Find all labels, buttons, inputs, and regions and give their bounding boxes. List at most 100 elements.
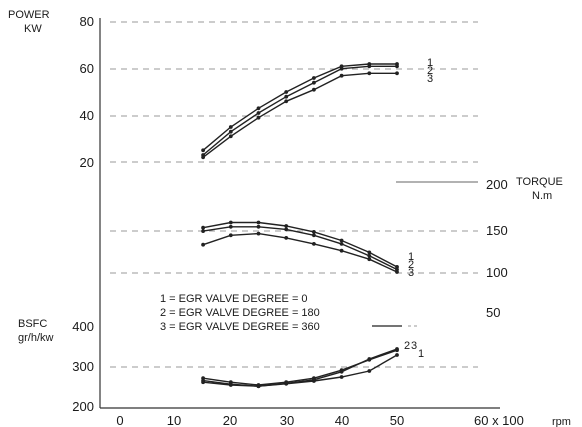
bsfc-series-3-point-6 [367, 357, 372, 362]
legend-entry-2: 2 = EGR VALVE DEGREE = 180 [160, 307, 320, 319]
bsfc-series-1-point-6 [367, 369, 372, 373]
bsfc-tick-200: 200 [72, 399, 94, 414]
bsfc-series-3-point-7 [395, 348, 399, 353]
torque-curve-label-0: 1 [408, 251, 414, 263]
grid-lines [110, 21, 478, 368]
x-tick-0: 0 [116, 413, 123, 427]
torque-series-2-point-5 [339, 242, 344, 246]
power-series-3-point-7 [395, 71, 399, 76]
bsfc-series-3-point-5 [339, 368, 344, 373]
x-tick-30: 30 [280, 413, 294, 427]
bsfc-series-3-point-3 [284, 380, 289, 385]
torque-series-3-point-0 [201, 242, 206, 247]
power-series-3-point-5 [339, 73, 344, 78]
bsfc-series-1-point-5 [339, 375, 344, 379]
power-tick-20: 20 [80, 155, 94, 170]
torque-series-2-point-2 [256, 224, 261, 229]
x-tick-10: 10 [167, 413, 181, 427]
power-series-3-point-3 [284, 99, 289, 104]
power-series-3-line [202, 72, 397, 158]
power-series-1-point-4 [312, 76, 316, 80]
torque-series-2-point-1 [228, 224, 233, 229]
bsfc-series-3-point-4 [312, 376, 316, 381]
torque-series-1-point-7 [395, 265, 399, 269]
torque-series-1-point-6 [367, 250, 372, 255]
torque-tick-50: 50 [486, 305, 500, 320]
bsfc-series-3-line [202, 349, 398, 386]
bsfc-axis-title-line1: BSFC [18, 318, 47, 330]
torque-tick-200: 200 [486, 177, 508, 192]
bsfc-tick-400: 400 [72, 319, 94, 334]
power-curve-label-2: 3 [427, 73, 433, 85]
power-tick-80: 80 [80, 14, 94, 29]
legend-entry-3: 3 = EGR VALVE DEGREE = 360 [160, 321, 320, 333]
torque-series-1-point-1 [228, 220, 233, 225]
bsfc-series-3-point-2 [256, 383, 261, 387]
bsfc-series-3-point-0 [201, 376, 206, 381]
power-axis-title-line1: POWER [8, 9, 50, 21]
torque-series-3-point-6 [367, 257, 372, 262]
power-curve-label-0: 1 [427, 57, 433, 69]
torque-series-1-line [202, 221, 398, 268]
torque-series-2-point-0 [201, 229, 206, 234]
power-series-2-line [202, 65, 397, 156]
power-axis-title-line2: KW [24, 23, 42, 35]
torque-series-3-point-4 [312, 242, 316, 246]
power-series-3-point-2 [256, 115, 261, 120]
torque-series-1-point-5 [339, 238, 344, 243]
power-tick-40: 40 [80, 108, 94, 123]
torque-tick-100: 100 [486, 265, 508, 280]
torque-series-3-line [202, 232, 398, 273]
power-series-2-point-3 [284, 94, 289, 99]
power-series-3-point-1 [228, 134, 233, 139]
power-series-1-point-2 [256, 106, 261, 111]
torque-axis-title-line2: N.m [532, 190, 552, 202]
torque-series-3-point-5 [339, 248, 344, 253]
x-tick-40: 40 [335, 413, 349, 427]
x-axis-unit: rpm [552, 416, 571, 427]
torque-axis-title-line1: TORQUE [516, 176, 563, 188]
bsfc-series-1-point-7 [395, 353, 399, 357]
power-series-1-point-1 [228, 125, 233, 129]
bsfc-axis-title-line2: gr/h/kw [18, 332, 54, 344]
series-layer [201, 62, 399, 389]
torque-series-3-point-1 [228, 233, 233, 238]
power-series-2-point-5 [339, 66, 344, 71]
power-series-3-point-6 [367, 71, 372, 76]
torque-series-2-point-3 [284, 227, 289, 232]
torque-series-1-point-4 [312, 230, 316, 234]
torque-series-3-point-3 [284, 236, 289, 240]
torque-series-1-point-0 [201, 225, 206, 230]
torque-series-3-point-2 [256, 231, 261, 236]
power-series-2-point-4 [312, 80, 316, 85]
torque-series-3-point-7 [395, 270, 399, 274]
x-tick-50: 50 [390, 413, 404, 427]
power-series-2-point-6 [367, 64, 372, 69]
torque-series-2-point-6 [367, 253, 372, 258]
power-series-2-point-7 [395, 64, 399, 69]
torque-series-1-point-3 [284, 224, 289, 228]
power-series-3-point-0 [201, 155, 206, 160]
power-tick-60: 60 [80, 61, 94, 76]
torque-series-1-point-2 [256, 220, 261, 225]
bsfc-series-3-point-1 [228, 380, 233, 385]
bsfc-tick-300: 300 [72, 359, 94, 374]
bsfc-curve-label-0: 2 [404, 340, 410, 352]
bsfc-curve-label-2: 1 [418, 348, 424, 360]
torque-series-2-point-4 [312, 233, 316, 238]
torque-tick-150: 150 [486, 223, 508, 238]
power-series-1-line [202, 63, 397, 151]
torque-curve-label-1: 2 [408, 259, 414, 271]
power-series-2-point-1 [228, 129, 233, 134]
legend-entry-1: 1 = EGR VALVE DEGREE = 0 [160, 293, 308, 305]
x-axis-label: 60 x 100 [474, 413, 524, 427]
torque-curve-label-2: 3 [408, 267, 414, 279]
torque-series-2-line [202, 226, 398, 271]
power-series-1-point-0 [201, 148, 206, 153]
bsfc-curve-label-1: 3 [411, 340, 417, 352]
x-tick-20: 20 [223, 413, 237, 427]
power-series-1-point-3 [284, 90, 289, 94]
power-curve-label-1: 2 [427, 65, 433, 77]
